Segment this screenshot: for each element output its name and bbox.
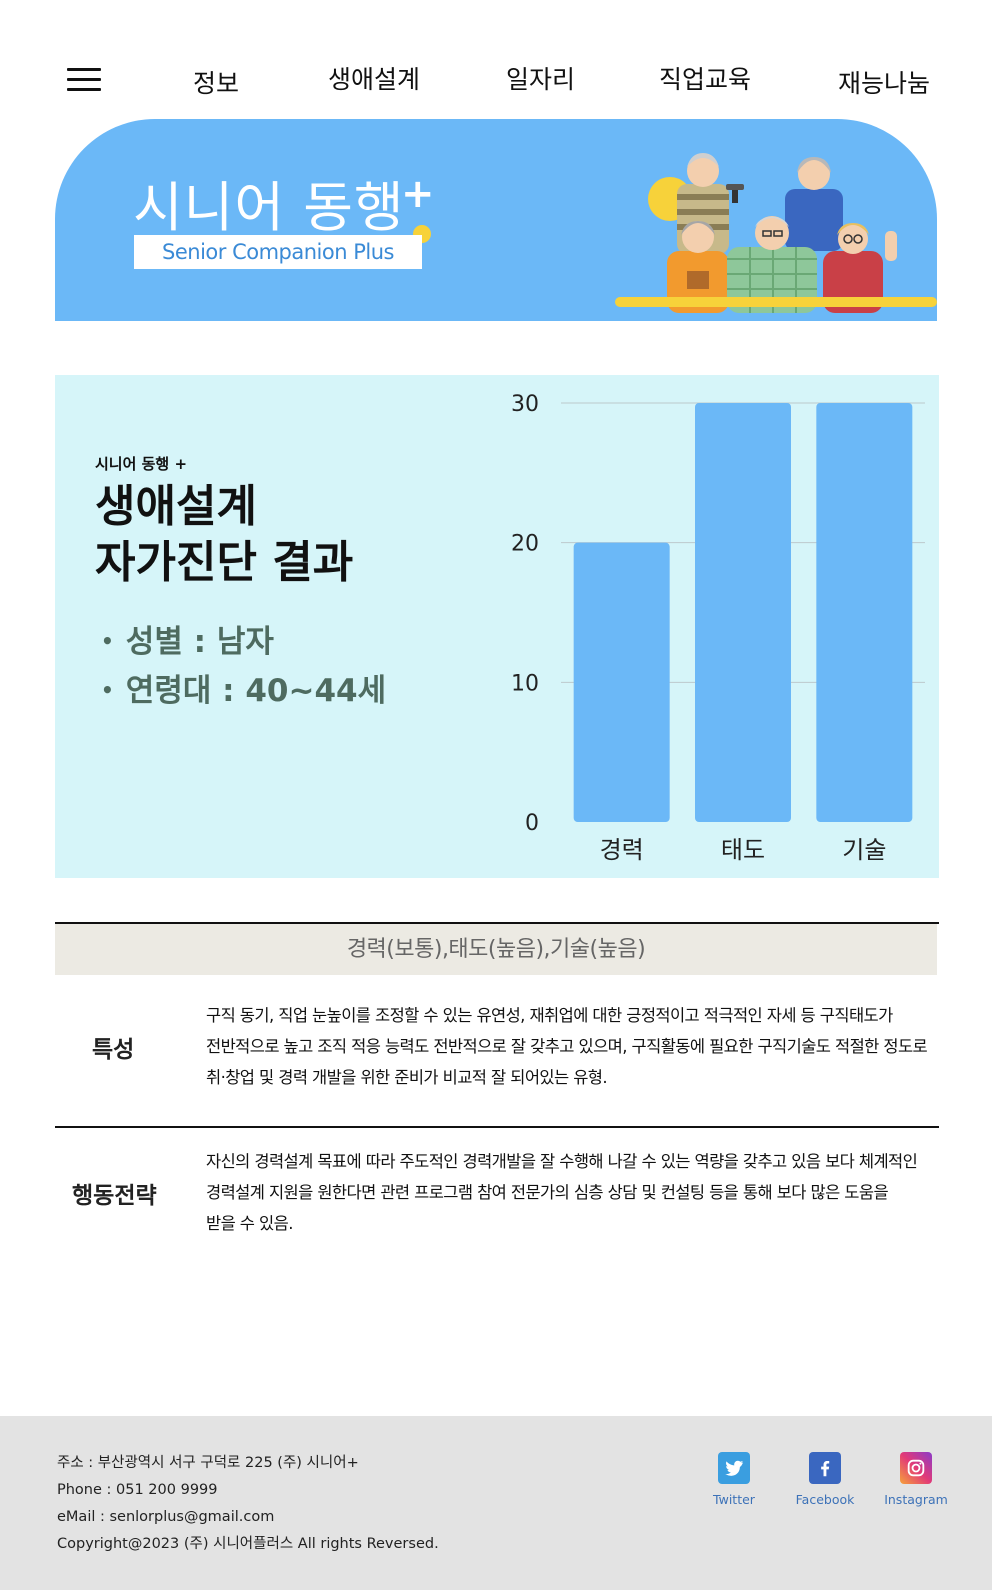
top-navigation: 정보 생애설계 일자리 직업교육 재능나눔 (0, 0, 992, 110)
footer-company-info: 주소 : 부산광역시 서구 구덕로 225 (주) 시니어+ Phone : 0… (57, 1450, 439, 1558)
result-headline-line2: 자가진단 결과 (95, 537, 354, 588)
footer-email: eMail : senlorplus@gmail.com (57, 1509, 275, 1525)
banner-plus-sign: + (401, 171, 435, 217)
summary-headline: 경력(보통),태도(높음),기술(높음) (55, 924, 937, 975)
result-headline-line1: 생애설계 (95, 481, 257, 532)
y-tick-label: 20 (511, 532, 539, 557)
nav-item-jobs[interactable]: 일자리 (506, 65, 576, 94)
instagram-link[interactable]: Instagram (876, 1452, 956, 1507)
chart-bar-2 (695, 403, 791, 822)
self-diagnosis-result-panel: 시니어 동행 + 생애설계 자가진단 결과 성별 : 남자 연령대 : 40~4… (55, 375, 939, 878)
facebook-link[interactable]: Facebook (785, 1452, 865, 1507)
gender-info: 성별 : 남자 (101, 619, 386, 668)
hero-banner: 시니어 동행 + Senior Companion Plus (55, 119, 937, 321)
y-tick-label: 0 (525, 811, 539, 836)
x-category-label: 태도 (721, 836, 765, 864)
x-category-label: 경력 (600, 836, 644, 864)
result-info-list: 성별 : 남자 연령대 : 40~44세 (101, 619, 386, 717)
twitter-icon (718, 1452, 750, 1484)
nav-item-talent-sharing[interactable]: 재능나눔 (838, 69, 931, 98)
result-headline: 생애설계 자가진단 결과 (95, 479, 353, 591)
y-tick-label: 30 (511, 392, 539, 417)
facebook-label: Facebook (795, 1492, 855, 1507)
strategy-line: 자신의 경력설계 목표에 따라 주도적인 경력개발을 잘 수행해 나갈 수 있는… (206, 1152, 918, 1171)
instagram-label: Instagram (884, 1492, 948, 1507)
age-range-info: 연령대 : 40~44세 (101, 668, 386, 717)
traits-line: 구직 동기, 직업 눈높이를 조정할 수 있는 유연성, 재취업에 대한 긍정적… (206, 1006, 893, 1025)
twitter-link[interactable]: Twitter (694, 1452, 774, 1507)
footer-address: 주소 : 부산광역시 서구 구덕로 225 (주) 시니어+ (57, 1455, 359, 1471)
summary-top-divider (55, 922, 939, 924)
footer-phone: Phone : 051 200 9999 (57, 1482, 218, 1498)
traits-line: 전반적으로 높고 조직 적응 능력도 전반적으로 잘 갖추고 있으며, 구직활동… (206, 1037, 928, 1056)
menu-icon[interactable] (67, 68, 101, 92)
result-bar-chart: 0 10 20 30 경력 태도 기술 (511, 392, 925, 864)
nav-item-life-planning[interactable]: 생애설계 (328, 65, 421, 94)
facebook-icon (809, 1452, 841, 1484)
traits-label: 특성 (92, 1037, 135, 1063)
footer-copyright: Copyright@2023 (주) 시니어플러스 All rights Rev… (57, 1536, 439, 1552)
y-tick-label: 10 (511, 671, 539, 696)
instagram-icon (900, 1452, 932, 1484)
traits-line: 취·창업 및 경력 개발을 위한 준비가 비교적 잘 되어있는 유형. (206, 1068, 608, 1087)
site-footer: 주소 : 부산광역시 서구 구덕로 225 (주) 시니어+ Phone : 0… (0, 1416, 992, 1590)
strategy-line: 경력설계 지원을 원한다면 관련 프로그램 참여 전문가의 심층 상담 및 컨설… (206, 1183, 889, 1202)
result-kicker: 시니어 동행 + (95, 455, 188, 473)
strategy-label: 행동전략 (72, 1183, 157, 1209)
strategy-line: 받을 수 있음. (206, 1214, 293, 1233)
banner-title: 시니어 동행 (133, 176, 405, 239)
nav-item-vocational-training[interactable]: 직업교육 (659, 65, 752, 94)
twitter-label: Twitter (713, 1492, 755, 1507)
nav-item-info[interactable]: 정보 (193, 69, 240, 98)
chart-bar-3 (816, 403, 913, 822)
traits-text: 구직 동기, 직업 눈높이를 조정할 수 있는 유연성, 재취업에 대한 긍정적… (206, 1000, 966, 1093)
x-category-label: 기술 (842, 836, 886, 864)
summary-row-divider (55, 1126, 939, 1128)
banner-subtitle: Senior Companion Plus (134, 235, 422, 269)
strategy-text: 자신의 경력설계 목표에 따라 주도적인 경력개발을 잘 수행해 나갈 수 있는… (206, 1146, 966, 1239)
chart-bar-1 (573, 542, 670, 822)
senior-group-illustration (615, 153, 937, 313)
